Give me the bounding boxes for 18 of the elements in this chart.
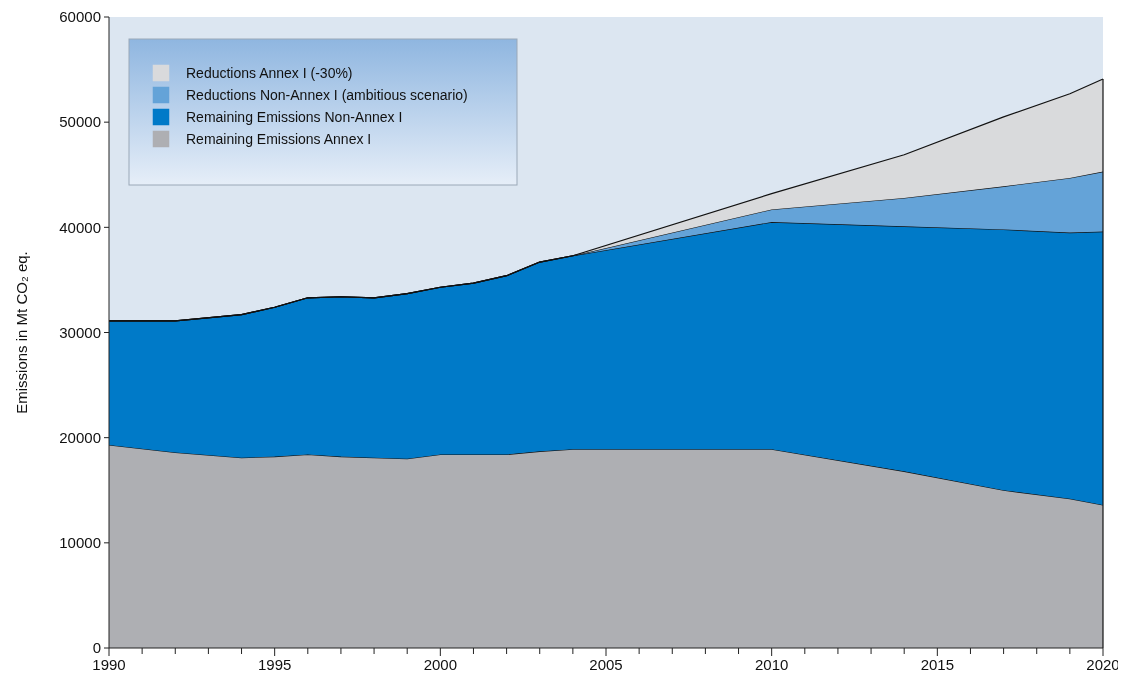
y-tick-label: 30000 bbox=[59, 323, 101, 341]
legend-label: Reductions Annex I (-30%) bbox=[186, 64, 353, 81]
legend-label: Reductions Non-Annex I (ambitious scenario) bbox=[186, 86, 468, 103]
legend-label: Remaining Emissions Annex I bbox=[186, 130, 372, 147]
x-tick-label: 1995 bbox=[257, 656, 292, 673]
legend-label: Remaining Emissions Non-Annex I bbox=[186, 108, 403, 125]
y-tick-label: 50000 bbox=[59, 113, 101, 131]
y-tick-label: 60000 bbox=[59, 8, 101, 26]
x-tick-label: 2010 bbox=[754, 656, 789, 673]
x-tick-label: 2000 bbox=[423, 656, 458, 673]
y-tick-label: 10000 bbox=[59, 534, 101, 552]
y-tick-label: 40000 bbox=[59, 218, 101, 236]
x-tick-label: 2005 bbox=[589, 656, 623, 673]
y-tick-label: 20000 bbox=[59, 428, 101, 446]
x-tick-label: 2015 bbox=[920, 656, 955, 673]
x-tick-label: 1990 bbox=[92, 656, 126, 673]
y-axis-title: Emissions in Mt CO₂ eq. bbox=[13, 251, 30, 414]
y-tick-label: 0 bbox=[92, 639, 101, 657]
